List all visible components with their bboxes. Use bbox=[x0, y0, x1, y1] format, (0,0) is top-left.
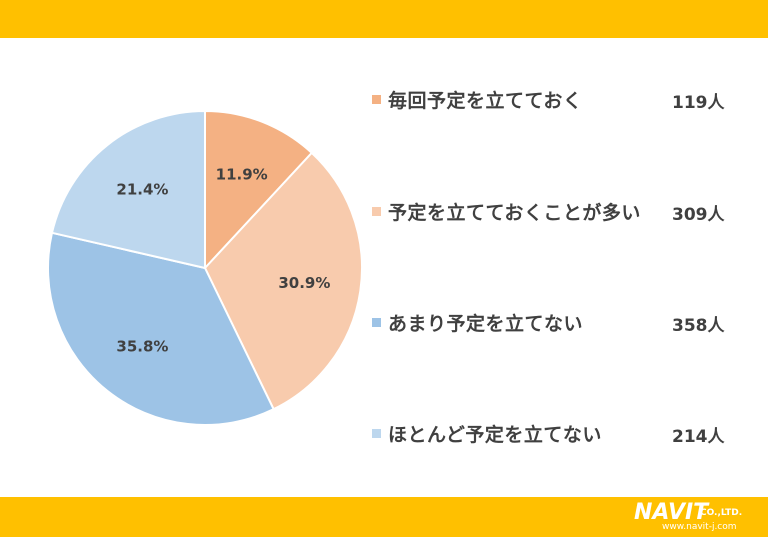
legend-swatch bbox=[372, 429, 381, 438]
legend-swatch bbox=[372, 95, 381, 104]
legend-label: ほとんど予定を立てない bbox=[388, 424, 602, 446]
legend-swatch bbox=[372, 207, 381, 216]
logo-suffix: CO.,LTD. bbox=[700, 508, 743, 518]
legend-item: ほとんど予定を立てない 214人 bbox=[372, 418, 732, 448]
pie-slice bbox=[47, 231, 275, 426]
legend-item: あまり予定を立てない 358人 bbox=[372, 307, 732, 337]
legend-label: あまり予定を立てない bbox=[388, 313, 584, 335]
top-banner bbox=[0, 0, 768, 38]
slice-label: 35.8% bbox=[116, 338, 168, 356]
legend-count: 119人 bbox=[672, 93, 725, 113]
legend-item: 毎回予定を立てておく 119人 bbox=[372, 84, 732, 114]
slice-label: 30.9% bbox=[278, 274, 330, 292]
legend-label: 毎回予定を立てておく bbox=[388, 90, 583, 112]
slice-label: 11.9% bbox=[216, 165, 268, 183]
navit-logo: NAVIT CO.,LTD. www.navit-j.com bbox=[632, 500, 762, 534]
legend-swatch bbox=[372, 318, 381, 327]
pie-slice bbox=[203, 151, 363, 411]
pie-slice bbox=[50, 109, 206, 270]
bottom-banner bbox=[0, 497, 768, 537]
logo-url: www.navit-j.com bbox=[662, 522, 737, 532]
legend-count: 309人 bbox=[672, 205, 725, 225]
pie-slice bbox=[204, 109, 314, 271]
logo-brand: NAVIT bbox=[634, 500, 709, 525]
legend-count: 358人 bbox=[672, 316, 725, 336]
legend-count: 214人 bbox=[672, 427, 725, 447]
legend-item: 予定を立てておくことが多い 309人 bbox=[372, 196, 732, 226]
slice-label: 21.4% bbox=[116, 180, 168, 198]
legend-label: 予定を立てておくことが多い bbox=[388, 202, 641, 224]
